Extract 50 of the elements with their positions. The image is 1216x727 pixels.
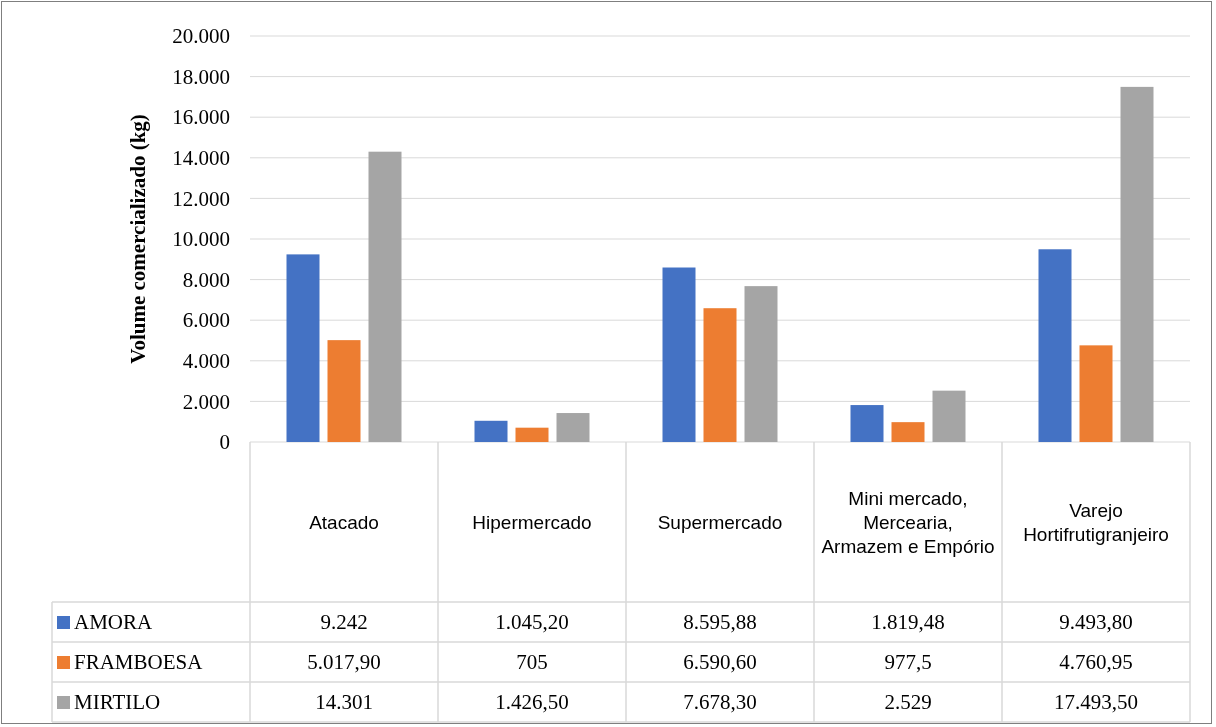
x-tick-label: Mini mercado, Mercearia, Armazem e Empório	[821, 488, 995, 557]
data-label: 705	[516, 650, 548, 674]
y-tick-label: 2.000	[182, 389, 230, 414]
y-axis-title: Volume comercializado (kg)	[126, 114, 150, 364]
bar	[1120, 86, 1154, 442]
data-label: 1.819,48	[871, 610, 945, 634]
bar	[850, 405, 884, 442]
data-label: 9.493,80	[1059, 610, 1133, 634]
data-label: 1.045,20	[495, 610, 569, 634]
data-label: 14.301	[315, 690, 373, 714]
data-label: 17.493,50	[1054, 690, 1138, 714]
y-tick-label: 14.000	[172, 146, 230, 171]
legend-label: MIRTILO	[74, 690, 161, 714]
bar	[327, 340, 361, 442]
y-tick-label: 6.000	[182, 308, 230, 333]
bar	[556, 413, 590, 442]
bar	[662, 267, 696, 442]
bar	[474, 420, 508, 442]
y-tick-label: 18.000	[172, 64, 230, 89]
bar	[932, 390, 966, 442]
data-label: 9.242	[320, 610, 368, 634]
x-tick-label: Varejo Hortifrutigranjeiro	[1023, 500, 1169, 545]
y-tick-label: 12.000	[172, 186, 230, 211]
y-tick-label: 0	[219, 430, 230, 455]
bar	[368, 151, 402, 442]
y-tick-label: 10.000	[172, 227, 230, 252]
data-label: 4.760,95	[1059, 650, 1133, 674]
y-tick-label: 16.000	[172, 105, 230, 130]
data-label: 7.678,30	[683, 690, 757, 714]
data-label: 1.426,50	[495, 690, 569, 714]
x-tick-label: Supermercado	[657, 512, 783, 533]
bar	[286, 254, 320, 442]
data-label: 5.017,90	[307, 650, 381, 674]
data-label: 6.590,60	[683, 650, 757, 674]
x-tick-label: Hipermercado	[472, 512, 592, 533]
data-label: 2.529	[884, 690, 932, 714]
bar	[891, 422, 925, 442]
bar	[515, 427, 549, 442]
bar	[703, 308, 737, 442]
y-tick-label: 8.000	[182, 267, 230, 292]
x-tick-label: Atacado	[309, 512, 379, 533]
data-label: 8.595,88	[683, 610, 757, 634]
legend-label: AMORA	[74, 610, 154, 634]
legend-label: FRAMBOESA	[74, 650, 204, 674]
y-tick-label: 4.000	[182, 349, 230, 374]
bar	[744, 286, 778, 442]
bar	[1079, 345, 1113, 442]
bar	[1038, 249, 1072, 442]
y-tick-label: 20.000	[172, 24, 230, 49]
data-label: 977,5	[884, 650, 932, 674]
